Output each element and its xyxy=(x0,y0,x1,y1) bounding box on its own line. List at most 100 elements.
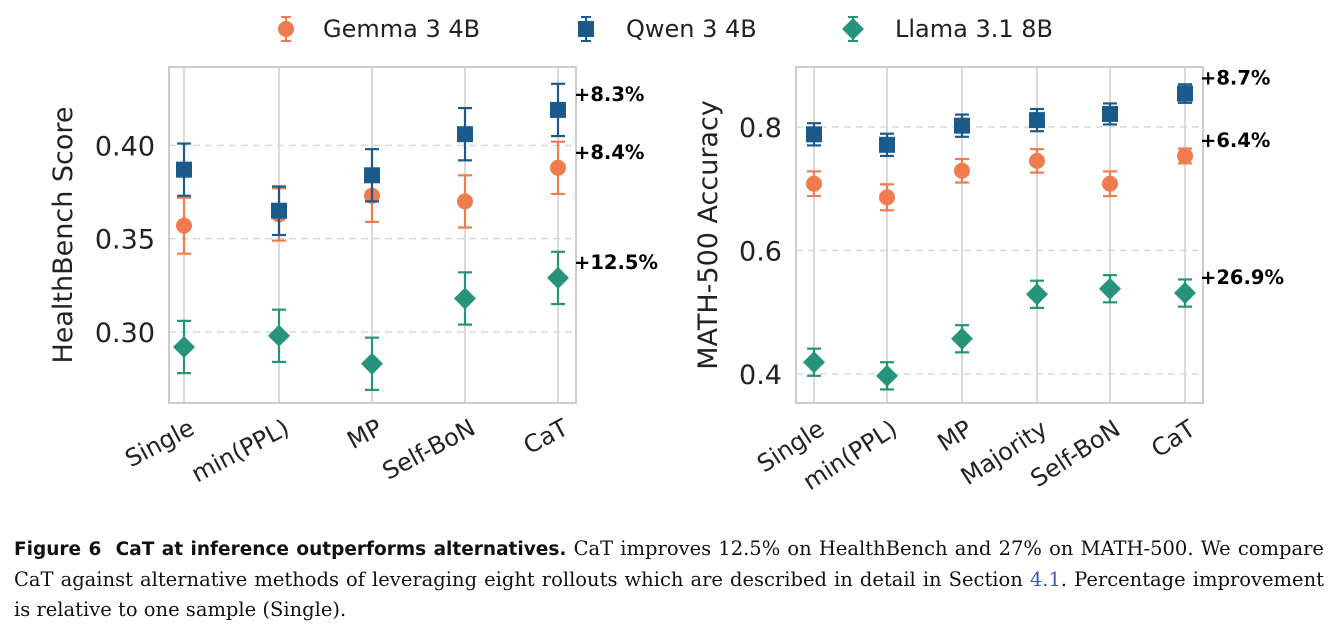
marker-diamond xyxy=(1099,277,1121,300)
annotation-improvement: +12.5% xyxy=(574,251,658,274)
marker-circle xyxy=(1102,175,1118,192)
marker-diamond xyxy=(454,287,476,310)
y-tick-label: 0.6 xyxy=(739,236,782,267)
point-single xyxy=(803,347,825,377)
x-tick-label-mp: MP xyxy=(343,414,387,455)
marker-circle xyxy=(1177,147,1193,164)
marker-diamond xyxy=(1026,283,1048,306)
marker-circle xyxy=(806,175,822,192)
point-min-ppl xyxy=(876,361,898,391)
x-tick-label-mp: MP xyxy=(933,415,978,458)
marker-square xyxy=(364,167,380,184)
marker-circle xyxy=(176,217,192,234)
marker-diamond xyxy=(876,364,898,387)
annotation-improvement: +6.4% xyxy=(1200,129,1270,152)
point-self-bon xyxy=(457,174,473,229)
point-self-bon xyxy=(454,271,476,326)
marker-diamond xyxy=(268,324,290,347)
marker-square xyxy=(550,101,566,118)
point-mp xyxy=(954,113,970,138)
marker-diamond xyxy=(361,352,383,375)
point-majority xyxy=(1029,148,1045,174)
legend-entry-llama-3-1-8b: Llama 3.1 8B xyxy=(842,15,1053,43)
caption-body-1: CaT improves 12.5% on HealthBench and 27… xyxy=(14,537,1324,591)
plot-frame xyxy=(795,66,1204,404)
figure-caption: Figure 6 CaT at inference outperforms al… xyxy=(14,534,1324,625)
legend-label: Gemma 3 4B xyxy=(323,15,480,43)
y-tick-label: 0.4 xyxy=(739,360,782,391)
y-tick-label: 0.8 xyxy=(739,113,782,144)
point-single xyxy=(806,170,822,198)
marker-diamond xyxy=(803,351,825,374)
point-mp xyxy=(954,157,970,184)
x-tick-label-cat: CaT xyxy=(1146,414,1200,463)
marker-square xyxy=(176,161,192,178)
legend-label: Llama 3.1 8B xyxy=(895,15,1053,43)
point-cat xyxy=(550,140,566,196)
marker-diamond xyxy=(173,336,195,358)
point-single xyxy=(176,142,192,197)
legend-marker-square xyxy=(578,21,594,37)
point-majority xyxy=(1026,279,1048,309)
marker-circle xyxy=(457,193,473,210)
marker-square xyxy=(1029,112,1045,129)
legend-marker-circle xyxy=(278,21,294,37)
point-cat xyxy=(1177,147,1193,165)
point-cat xyxy=(1177,83,1193,104)
point-self-bon xyxy=(1099,274,1121,304)
point-single xyxy=(176,196,192,255)
plot-frame xyxy=(168,66,577,404)
caption-title: CaT at inference outperforms alternative… xyxy=(115,539,567,560)
point-self-bon xyxy=(1102,102,1118,126)
marker-square xyxy=(1177,85,1193,102)
point-single xyxy=(806,122,822,147)
legend-entry-qwen-3-4b: Qwen 3 4B xyxy=(578,15,757,43)
marker-square xyxy=(954,117,970,134)
point-cat xyxy=(547,250,569,306)
point-min-ppl xyxy=(879,183,895,212)
series-llama-3-1-8b xyxy=(173,250,569,392)
annotation-improvement: +26.9% xyxy=(1200,266,1284,289)
x-tick-label-cat: CaT xyxy=(519,413,573,460)
point-self-bon xyxy=(1102,170,1118,198)
annotation-improvement: +8.4% xyxy=(574,141,644,164)
caption-body-2: . Percentage improvement is relative to … xyxy=(14,568,1324,621)
figure-6: Gemma 3 4B Qwen 3 4B Llama 3.1 8B 0.30 0.35 0… xyxy=(48,15,1284,496)
marker-square xyxy=(879,136,895,153)
point-self-bon xyxy=(457,106,473,162)
annotation-improvement: +8.7% xyxy=(1200,67,1270,90)
marker-square xyxy=(457,126,473,143)
y-tick-label: 0.30 xyxy=(95,318,155,349)
y-axis-label: MATH-500 Accuracy xyxy=(693,100,724,370)
point-cat xyxy=(550,82,566,138)
point-cat xyxy=(1174,278,1196,308)
point-mp xyxy=(951,324,973,354)
y-axis-label: HealthBench Score xyxy=(48,106,79,363)
point-single xyxy=(173,319,195,375)
marker-diamond xyxy=(1174,282,1196,305)
marker-square xyxy=(806,126,822,143)
legend-label: Qwen 3 4B xyxy=(626,15,757,43)
y-tick-label: 0.35 xyxy=(95,225,155,256)
series-llama-3-1-8b xyxy=(803,274,1196,391)
series-qwen-3-4b xyxy=(806,83,1193,158)
caption-section-link[interactable]: 4.1 xyxy=(1029,568,1061,591)
y-tick-label: 0.40 xyxy=(95,131,155,162)
legend-entry-gemma-3-4b: Gemma 3 4B xyxy=(278,15,480,43)
point-min-ppl xyxy=(268,308,290,364)
marker-diamond xyxy=(547,266,569,289)
marker-circle xyxy=(879,189,895,206)
point-mp xyxy=(361,336,383,392)
point-majority xyxy=(1029,107,1045,133)
x-tick-label-min-ppl: min(PPL) xyxy=(187,414,294,489)
marker-diamond xyxy=(951,327,973,350)
x-tick-label-self-bon: Self-BoN xyxy=(378,414,480,486)
point-min-ppl xyxy=(271,185,287,237)
caption-label: Figure 6 xyxy=(14,539,102,560)
marker-circle xyxy=(954,162,970,179)
series-qwen-3-4b xyxy=(176,82,566,237)
legend-marker-diamond xyxy=(842,18,864,40)
marker-square xyxy=(1102,105,1118,122)
